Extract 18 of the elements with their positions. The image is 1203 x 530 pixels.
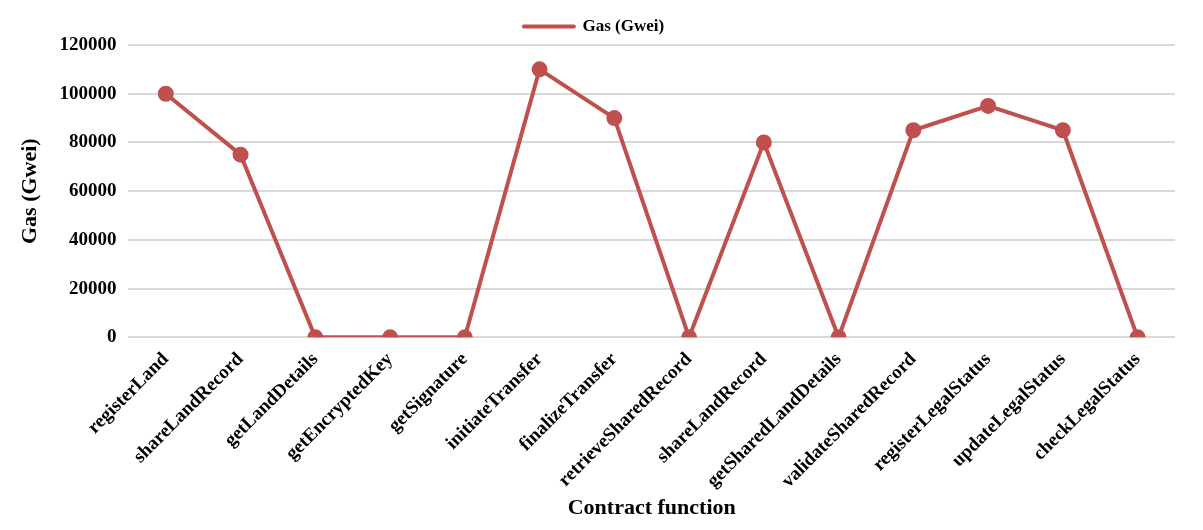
point [980, 97, 997, 114]
y-tick-label: 60000 [68, 179, 117, 201]
point [232, 146, 249, 163]
point [606, 110, 623, 127]
point [531, 61, 548, 78]
y-tick-label: 100000 [59, 81, 117, 103]
y-tick-label: 80000 [68, 130, 117, 152]
y-tick-label: 0 [106, 325, 117, 347]
point [755, 134, 772, 151]
y-tick-label: 20000 [68, 276, 117, 298]
y-tick-label: 120000 [59, 32, 117, 54]
point [905, 122, 922, 139]
x-axis-title: Contract function [567, 494, 736, 520]
point [157, 85, 174, 102]
y-axis-title: Gas (Gwei) [15, 138, 41, 245]
point [1054, 122, 1071, 139]
y-tick-label: 40000 [68, 227, 117, 249]
legend-label: Gas (Gwei) [582, 15, 665, 35]
